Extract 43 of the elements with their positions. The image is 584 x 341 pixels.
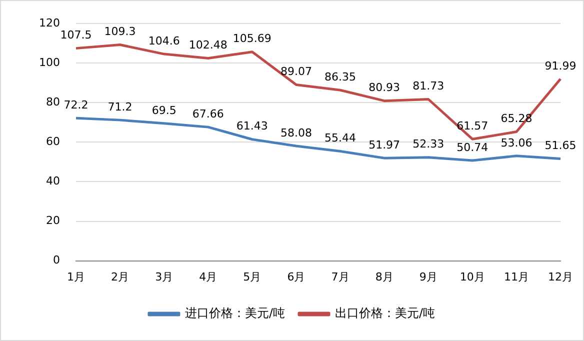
data-label: 69.5 [152, 104, 176, 117]
x-tick-label: 6月 [287, 270, 306, 284]
x-tick-label: 9月 [419, 270, 438, 284]
data-label: 91.99 [544, 59, 576, 72]
data-label: 104.6 [148, 34, 180, 48]
x-tick-label: 12月 [548, 270, 573, 284]
data-label: 58.08 [280, 126, 312, 140]
data-label: 107.5 [60, 28, 92, 42]
data-label: 51.97 [368, 138, 400, 152]
y-tick-label: 0 [52, 254, 60, 267]
data-label: 53.06 [500, 136, 532, 150]
y-tick-label: 100 [38, 56, 60, 69]
data-label: 89.07 [280, 65, 312, 78]
data-label: 55.44 [324, 132, 356, 145]
data-label: 67.66 [192, 107, 224, 120]
x-tick-label: 3月 [155, 270, 174, 284]
legend-label: 进口价格：美元/吨 [184, 306, 286, 320]
x-tick-label: 1月 [66, 270, 85, 284]
data-label: 81.73 [412, 80, 444, 93]
data-label: 71.2 [108, 100, 132, 114]
data-label: 52.33 [412, 138, 444, 151]
data-label: 80.93 [368, 81, 400, 94]
x-tick-label: 10月 [460, 270, 485, 284]
y-tick-label: 60 [46, 135, 60, 148]
data-label: 105.69 [232, 32, 272, 46]
x-tick-label: 2月 [111, 270, 130, 284]
x-tick-label: 7月 [331, 270, 350, 284]
x-tick-label: 5月 [243, 270, 262, 284]
y-tick-label: 120 [38, 16, 60, 30]
x-tick-label: 8月 [375, 270, 394, 284]
y-tick-label: 40 [46, 174, 60, 188]
data-label: 72.2 [64, 98, 88, 112]
data-label: 50.74 [456, 140, 488, 154]
data-label: 102.48 [188, 38, 228, 52]
legend-label: 出口价格：美元/吨 [335, 306, 436, 320]
data-label: 109.3 [104, 25, 136, 38]
x-tick-label: 11月 [504, 270, 529, 284]
data-label: 86.35 [324, 70, 356, 84]
data-label: 61.43 [236, 120, 268, 133]
y-tick-label: 20 [46, 214, 60, 228]
y-tick-label: 80 [46, 96, 60, 109]
data-label: 51.65 [544, 139, 576, 152]
x-tick-label: 4月 [199, 270, 218, 284]
